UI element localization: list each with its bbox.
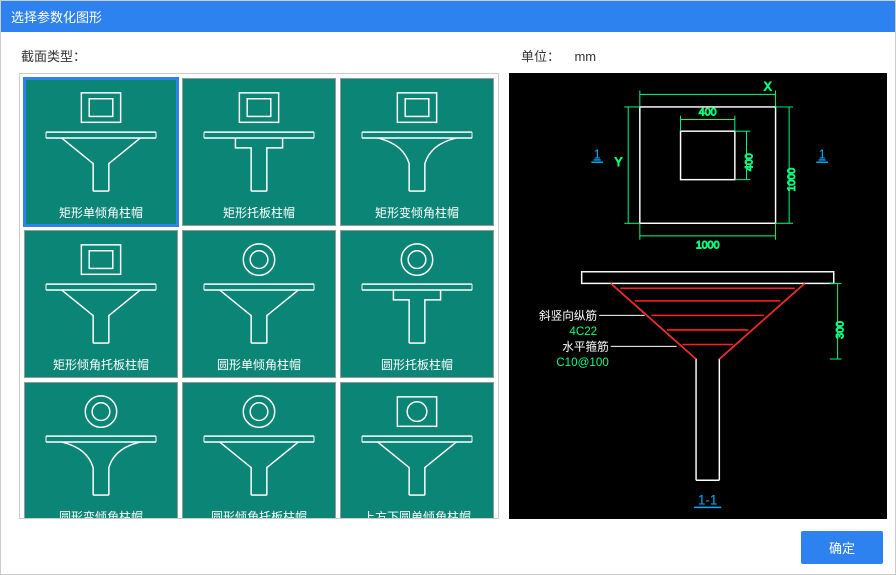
dim-outer-h-text: 1000 xyxy=(786,168,798,192)
dim-drop-h: 300 xyxy=(830,283,847,359)
drop-outline xyxy=(611,283,805,480)
main-row: 矩形单倾角柱帽矩形托板柱帽矩形变倾角柱帽矩形倾角托板柱帽圆形单倾角柱帽圆形托板柱… xyxy=(1,73,895,523)
anno-stirrup: 水平箍筋 xyxy=(562,339,609,353)
thumbnail-svg xyxy=(183,237,335,347)
slab-rect xyxy=(582,272,834,284)
thumbnail-caption: 矩形变倾角柱帽 xyxy=(341,204,493,221)
labels-row: 截面类型： 单位： mm xyxy=(1,32,895,73)
dim-drop-h-text: 300 xyxy=(834,321,846,339)
section-bottom-text: 1-1 xyxy=(698,492,718,507)
anno-rebar-vert: 斜竖向纵筋 xyxy=(539,308,597,322)
thumbnail-option[interactable]: 矩形变倾角柱帽 xyxy=(340,78,494,226)
thumbnail-grid: 矩形单倾角柱帽矩形托板柱帽矩形变倾角柱帽矩形倾角托板柱帽圆形单倾角柱帽圆形托板柱… xyxy=(24,78,494,519)
thumbnail-svg xyxy=(341,85,493,195)
rebar-lines xyxy=(611,283,805,359)
section-right: 1 xyxy=(819,147,826,161)
preview-panel: X 400 Y xyxy=(509,73,887,519)
thumbnail-svg xyxy=(25,85,177,195)
dim-y: Y xyxy=(615,107,640,223)
thumbnail-caption: 上方下圆单倾角柱帽 xyxy=(341,508,493,519)
anno-rebar-vert-spec: 4C22 xyxy=(569,325,597,338)
section-type-label: 截面类型： xyxy=(21,46,521,65)
dim-inner-h: 400 xyxy=(735,131,755,179)
thumbnail-svg xyxy=(25,237,177,347)
dim-inner-h-text: 400 xyxy=(743,153,755,171)
thumbnail-svg xyxy=(183,85,335,195)
thumbnail-option[interactable]: 矩形倾角托板柱帽 xyxy=(24,230,178,378)
unit-label-group: 单位： mm xyxy=(521,46,875,65)
dim-outer-w: 1000 xyxy=(640,223,776,251)
dialog-window: 选择参数化图形 截面类型： 单位： mm 矩形单倾角柱帽矩形托板柱帽矩形变倾角柱… xyxy=(0,0,896,575)
thumbnail-option[interactable]: 矩形托板柱帽 xyxy=(182,78,336,226)
section-bottom-label: 1-1 xyxy=(694,492,721,507)
thumbnail-option[interactable]: 圆形倾角托板柱帽 xyxy=(182,382,336,519)
dim-outer-h: 1000 xyxy=(776,107,798,223)
thumbnail-caption: 圆形托板柱帽 xyxy=(341,356,493,373)
thumbnail-caption: 圆形变倾角柱帽 xyxy=(25,508,177,519)
dialog-body: 截面类型： 单位： mm 矩形单倾角柱帽矩形托板柱帽矩形变倾角柱帽矩形倾角托板柱… xyxy=(1,32,895,574)
thumbnail-option[interactable]: 圆形托板柱帽 xyxy=(340,230,494,378)
dim-inner-w: 400 xyxy=(681,107,735,132)
thumbnail-caption: 矩形单倾角柱帽 xyxy=(25,204,177,221)
thumbnail-caption: 圆形单倾角柱帽 xyxy=(183,356,335,373)
unit-value: mm xyxy=(574,49,596,64)
plan-inner-rect xyxy=(681,131,735,179)
thumbnail-svg xyxy=(25,389,177,499)
window-title: 选择参数化图形 xyxy=(11,10,102,25)
thumbnail-svg xyxy=(183,389,335,499)
unit-label: 单位： xyxy=(521,49,560,64)
thumbnail-option[interactable]: 圆形单倾角柱帽 xyxy=(182,230,336,378)
thumbnail-grid-panel: 矩形单倾角柱帽矩形托板柱帽矩形变倾角柱帽矩形倾角托板柱帽圆形单倾角柱帽圆形托板柱… xyxy=(19,73,499,519)
thumbnail-option[interactable]: 圆形变倾角柱帽 xyxy=(24,382,178,519)
thumbnail-svg xyxy=(341,389,493,499)
dim-x: X xyxy=(640,80,776,106)
thumbnail-option[interactable]: 上方下圆单倾角柱帽 xyxy=(340,382,494,519)
dim-x-text: X xyxy=(764,80,772,93)
section-marks: 1 1 xyxy=(591,147,828,162)
thumbnail-svg xyxy=(341,237,493,347)
titlebar: 选择参数化图形 xyxy=(1,1,895,32)
section-left: 1 xyxy=(594,147,601,161)
thumbnail-caption: 矩形托板柱帽 xyxy=(183,204,335,221)
dim-outer-w-text: 1000 xyxy=(696,239,720,251)
thumbnail-caption: 矩形倾角托板柱帽 xyxy=(25,356,177,373)
dim-y-text: Y xyxy=(615,156,623,169)
ok-button[interactable]: 确定 xyxy=(801,531,883,564)
dim-inner-w-text: 400 xyxy=(699,107,717,119)
anno-stirrup-spec: C10@100 xyxy=(556,356,609,369)
thumbnail-option[interactable]: 矩形单倾角柱帽 xyxy=(24,78,178,226)
preview-svg: X 400 Y xyxy=(509,73,887,519)
annotations: 斜竖向纵筋 4C22 水平箍筋 C10@100 xyxy=(539,308,677,369)
thumbnail-caption: 圆形倾角托板柱帽 xyxy=(183,508,335,519)
footer: 确定 xyxy=(1,523,895,574)
